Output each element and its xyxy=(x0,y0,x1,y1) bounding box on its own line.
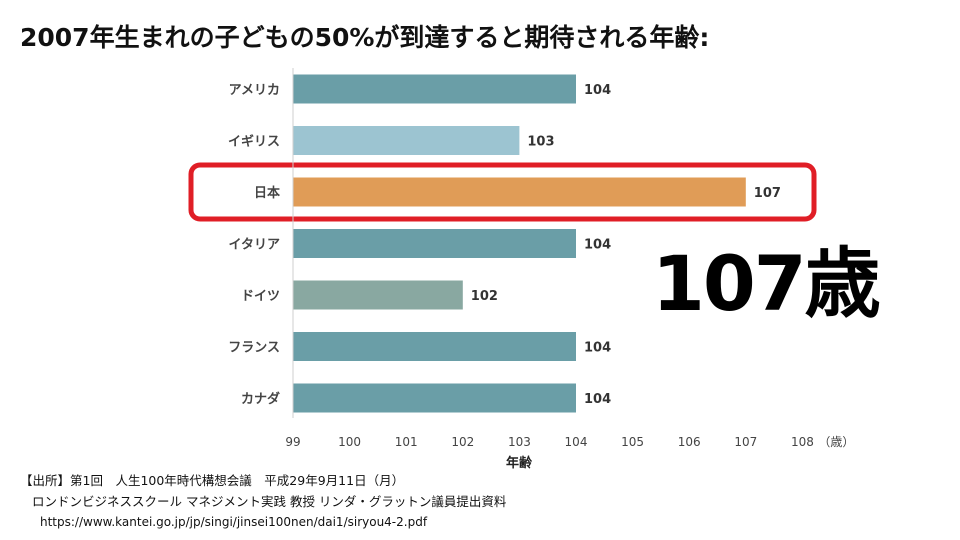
bar-6 xyxy=(293,383,576,413)
category-label: イタリア xyxy=(229,238,280,253)
page-title: 2007年生まれの子どもの50%が到達すると期待される年齢: xyxy=(20,23,710,52)
x-tick-label: 103 xyxy=(508,435,531,449)
category-label: アメリカ xyxy=(229,83,280,98)
x-tick-label: 107 xyxy=(734,435,757,449)
data-label: 104 xyxy=(584,392,611,407)
source-url: https://www.kantei.go.jp/jp/singi/jinsei… xyxy=(40,515,428,529)
x-axis-unit: （歳） xyxy=(818,435,854,449)
x-tick-label: 100 xyxy=(338,435,361,449)
x-tick-label: 106 xyxy=(678,435,701,449)
bar-5 xyxy=(293,332,576,361)
x-tick-label: 102 xyxy=(451,435,474,449)
category-label: ドイツ xyxy=(241,289,280,304)
category-label: 日本 xyxy=(254,185,280,201)
bar-3 xyxy=(293,229,576,258)
x-tick-label: 108 xyxy=(791,435,814,449)
x-tick-label: 101 xyxy=(395,435,418,449)
x-axis-title: 年齢 xyxy=(506,455,533,471)
category-label: カナダ xyxy=(241,391,280,407)
highlight-frame xyxy=(188,162,817,222)
x-tick-label: 105 xyxy=(621,435,644,449)
source-citation: 【出所】第1回 人生100年時代構想会議 平成29年9月11日（月） ロンドンビ… xyxy=(20,470,506,533)
category-label: フランス xyxy=(228,341,280,356)
data-label: 104 xyxy=(584,83,611,98)
data-label: 103 xyxy=(527,135,554,150)
bar-4 xyxy=(293,280,463,310)
bar-0 xyxy=(293,74,576,104)
data-label: 104 xyxy=(584,341,611,356)
bar-2 xyxy=(293,177,746,207)
bar-1 xyxy=(293,126,520,155)
source-line-1: 【出所】第1回 人生100年時代構想会議 平成29年9月11日（月） xyxy=(20,473,405,488)
source-line-2: ロンドンビジネススクール マネジメント実践 教授 リンダ・グラットン議員提出資料 xyxy=(32,494,507,509)
data-label: 104 xyxy=(584,238,611,253)
x-tick-label: 99 xyxy=(285,435,300,449)
x-tick-label: 104 xyxy=(565,435,588,449)
category-label: イギリス xyxy=(228,134,280,150)
callout-107-years: 107歳 xyxy=(652,239,881,328)
data-label: 102 xyxy=(471,289,498,304)
data-label: 107 xyxy=(754,186,781,201)
